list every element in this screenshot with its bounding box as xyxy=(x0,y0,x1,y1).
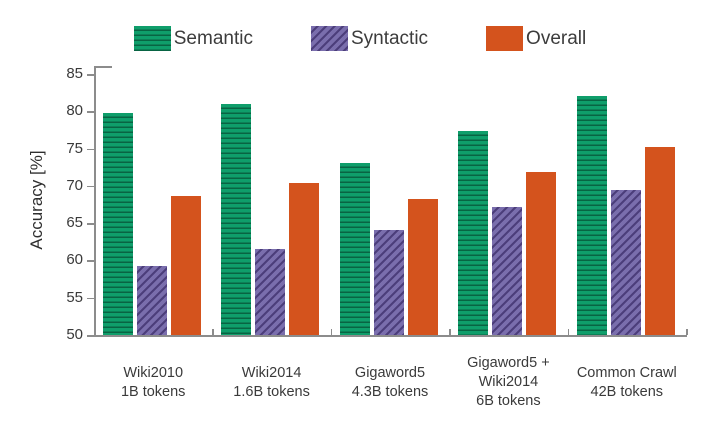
y-tick-mark xyxy=(87,148,94,151)
x-tick-mark xyxy=(449,329,451,335)
x-category-label-wiki2014: Wiki2014 1.6B tokens xyxy=(233,365,310,400)
bar-syntactic-common-crawl xyxy=(610,190,641,335)
legend-item-overall: Overall xyxy=(486,26,586,51)
legend-item-syntactic: Syntactic xyxy=(310,26,429,51)
y-tick-label: 70 xyxy=(66,176,83,194)
y-tick-label: 75 xyxy=(66,139,83,157)
x-category-label-gigaword5: Gigaword5 4.3B tokens xyxy=(351,365,429,400)
y-tick-label: 80 xyxy=(66,102,83,120)
x-tick-mark xyxy=(567,329,570,335)
bar-overall-wiki2010 xyxy=(171,196,201,335)
y-tick-mark xyxy=(87,260,94,263)
x-category-label-gigaword5: Gigaword5 + Wiki2014 6B tokens xyxy=(467,355,550,409)
x-category-label-wiki2010: Wiki2010 1B tokens xyxy=(120,365,186,400)
bar-overall-gigaword5 xyxy=(407,198,438,335)
bar-syntactic-wiki2010 xyxy=(137,265,167,335)
bar-syntactic-wiki2014 xyxy=(255,249,286,335)
bar-overall-common-crawl xyxy=(644,147,675,335)
legend-swatch-syntactic xyxy=(310,26,348,51)
bar-overall-gigaword5 xyxy=(526,172,557,335)
bar-semantic-wiki2010 xyxy=(103,112,133,335)
y-tick-mark xyxy=(87,74,94,76)
y-tick-label: 85 xyxy=(66,65,83,82)
x-category-label-common-crawl: Common Crawl 42B tokens xyxy=(576,365,677,400)
y-tick-mark xyxy=(87,223,94,225)
y-axis-title: Accuracy [%] xyxy=(27,150,46,250)
bar-overall-wiki2014 xyxy=(289,182,320,335)
legend-label: Syntactic xyxy=(350,27,429,49)
bar-semantic-common-crawl xyxy=(576,95,607,335)
bar-semantic-wiki2014 xyxy=(221,103,252,335)
bar-syntactic-gigaword5 xyxy=(492,206,523,335)
y-tick-label: 60 xyxy=(66,251,83,269)
legend-swatch-semantic xyxy=(133,26,171,51)
x-tick-mark xyxy=(330,329,333,335)
y-tick-mark xyxy=(87,335,94,337)
y-tick-mark xyxy=(87,111,94,113)
y-axis-line xyxy=(94,66,96,335)
x-tick-mark xyxy=(686,329,688,335)
legend-label: Overall xyxy=(526,27,587,49)
bar-semantic-gigaword5 xyxy=(339,162,370,335)
legend-label: Semantic xyxy=(173,27,253,49)
x-axis-line xyxy=(94,335,687,337)
bar-syntactic-gigaword5 xyxy=(373,229,404,335)
x-tick-mark xyxy=(94,329,96,335)
bar-semantic-gigaword5 xyxy=(458,131,489,335)
y-tick-label: 50 xyxy=(66,326,83,343)
y-tick-mark xyxy=(87,185,94,188)
x-tick-mark xyxy=(212,329,214,335)
y-tick-mark xyxy=(87,297,94,300)
y-tick-label: 55 xyxy=(66,288,83,306)
legend-item-semantic: Semantic xyxy=(133,26,253,51)
y-tick-label: 65 xyxy=(66,214,83,232)
y-axis-top-cap xyxy=(94,66,112,68)
legend-swatch-overall xyxy=(486,26,524,51)
legend: Semantic Syntactic Overall xyxy=(0,26,720,51)
